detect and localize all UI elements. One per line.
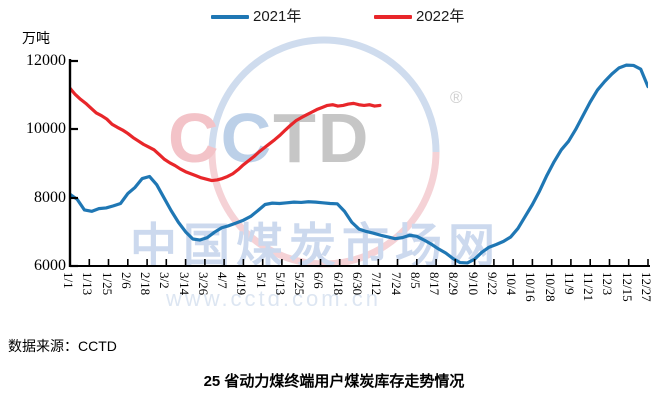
x-tick-label: 7/12 [369,272,385,296]
legend-label-2022: 2022年 [416,8,465,25]
x-tick-label: 5/1 [253,272,269,289]
x-tick-label: 9/22 [484,272,500,296]
x-tick-label: 8/5 [407,272,423,289]
x-tick-label: 4/7 [215,272,231,289]
x-tick-label: 9/10 [465,272,481,296]
y-axis-labels: 12000 10000 8000 6000 [0,0,66,404]
y-tick-10000: 10000 [26,120,66,137]
x-tick-label: 8/17 [427,272,443,296]
x-tick-label: 7/24 [388,272,404,296]
x-tick-label: 10/4 [504,272,520,296]
x-tick-label: 6/30 [350,272,365,296]
x-tick-label: 6/18 [330,272,346,296]
line-series-2021 [70,63,648,265]
y-axis-unit: 万吨 [22,30,50,46]
series-2022-group [70,86,382,183]
x-tick-label: 12/3 [600,272,616,296]
x-tick-label: 1/13 [80,272,96,296]
data-source-note: 数据来源：CCTD [8,338,117,354]
line-series-2022 [70,86,382,183]
x-tick-label: 1/25 [99,272,115,296]
legend-swatch-2022 [374,15,412,19]
plot-area [70,61,648,266]
chart-title: 25 省动力煤终端用户煤炭库存走势情况 [203,373,465,390]
x-tick-label: 3/14 [176,272,192,296]
legend-item-2021: 2021年 [211,8,301,26]
legend-swatch-2021 [211,15,249,19]
x-tick-label: 11/9 [561,272,577,295]
plot-svg [70,63,648,265]
x-tick-label: 10/16 [523,272,539,302]
y-tick-6000: 6000 [34,257,66,274]
chart-legend: 2021年 2022年 [0,8,668,34]
x-tick-label: 3/26 [195,272,211,296]
x-tick-label: 1/1 [61,272,76,289]
x-tick-label: 12/15 [619,272,635,302]
x-tick-label: 11/21 [581,272,597,302]
x-tick-label: 3/2 [157,272,173,289]
x-axis-labels: 1/1 1/13 1/25 2/6 2/18 3/2 3/14 3/26 4/7 4/19 5/1 5… [0,270,668,326]
x-tick-label: 8/29 [446,272,462,296]
x-tick-label: 2/6 [118,272,134,289]
legend-label-2021: 2021年 [253,8,302,25]
x-tick-label: 5/13 [272,272,288,296]
y-tick-12000: 12000 [26,52,66,69]
x-tick-label: 12/27 [639,272,654,302]
x-tick-label: 6/6 [311,272,327,289]
series-2021-group [70,63,648,265]
y-tick-8000: 8000 [34,189,66,206]
x-tick-label: 5/25 [292,272,308,296]
x-tick-label: 2/18 [138,272,154,296]
x-tick-label: 4/19 [234,272,250,296]
legend-item-2022: 2022年 [374,8,464,26]
x-tick-label: 10/28 [542,272,558,302]
